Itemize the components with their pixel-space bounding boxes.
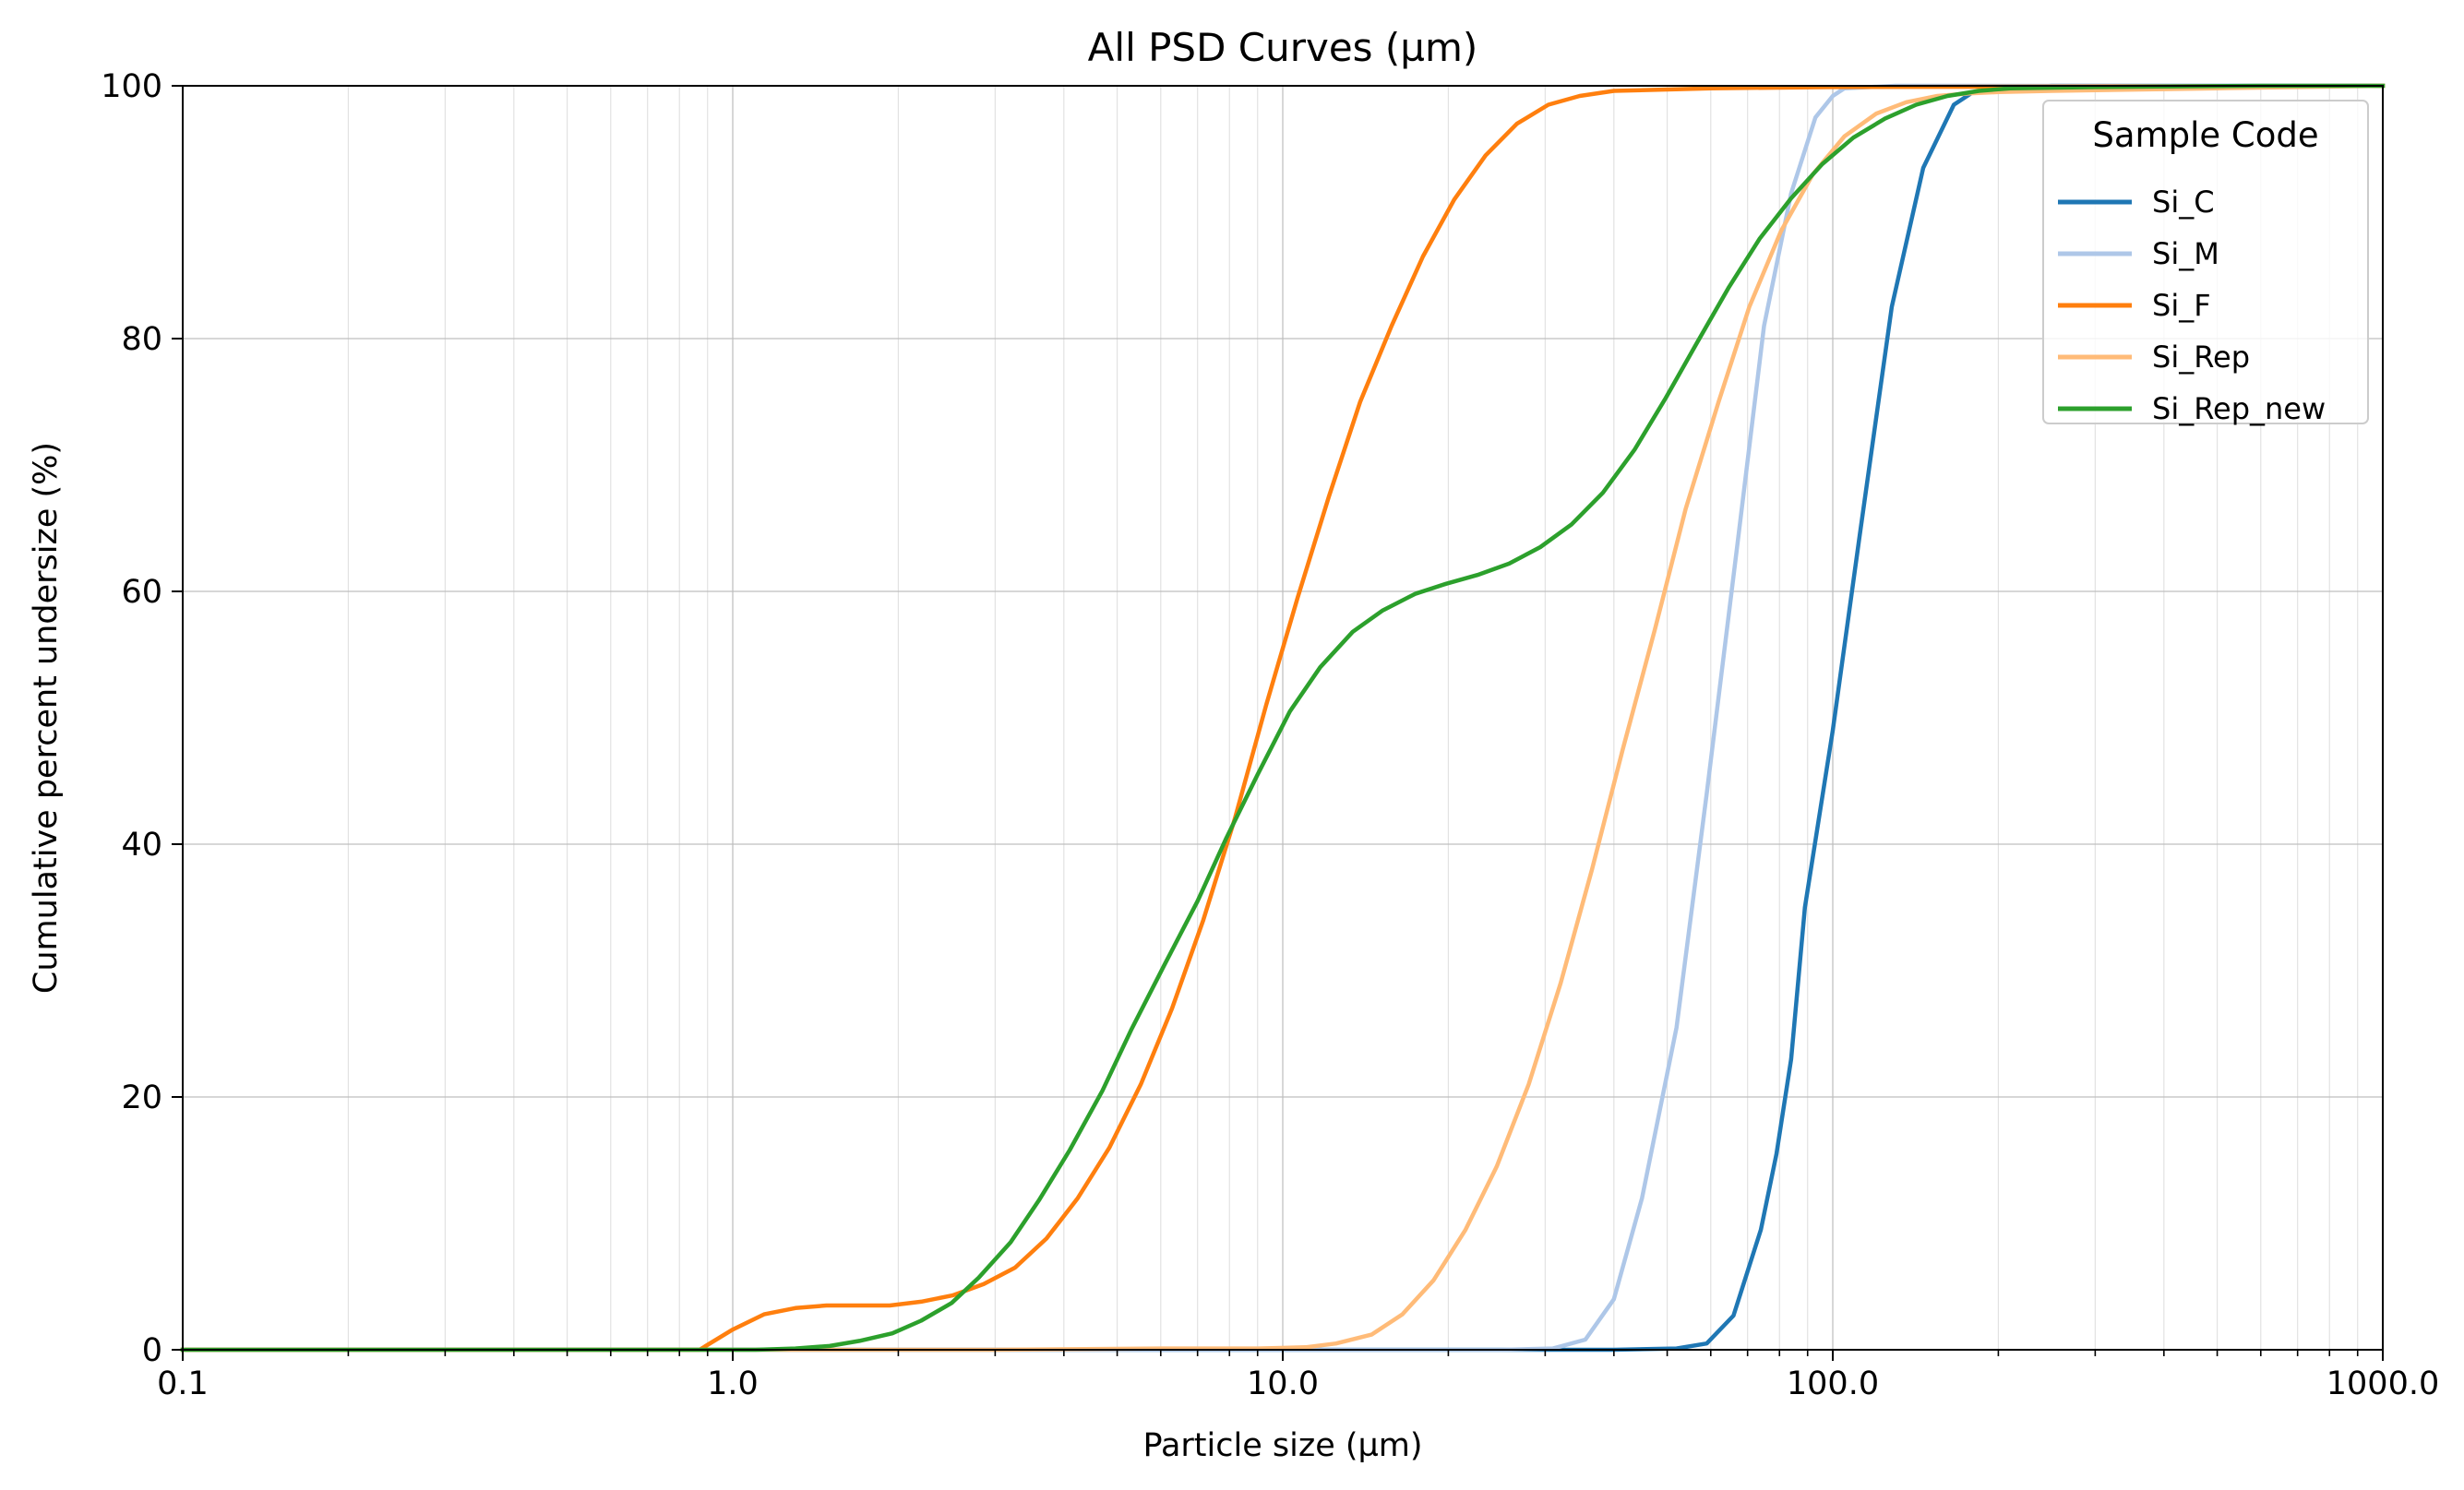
legend-label-Si_F: Si_F bbox=[2152, 288, 2211, 323]
series-line-Si_F bbox=[180, 83, 2386, 1353]
legend-label-Si_Rep: Si_Rep bbox=[2152, 340, 2250, 375]
x-tick-label: 100.0 bbox=[1787, 1365, 1879, 1402]
y-axis-label: Cumulative percent undersize (%) bbox=[28, 442, 65, 994]
y-tick-label: 60 bbox=[121, 574, 162, 611]
x-axis-label: Particle size (µm) bbox=[1142, 1427, 1422, 1464]
x-tick-label: 10.0 bbox=[1247, 1365, 1319, 1402]
y-tick-label: 20 bbox=[121, 1079, 162, 1116]
series-line-Si_C bbox=[180, 83, 2386, 1353]
legend: Sample Code Si_C Si_M Si_F Si_Rep Si_Rep_new bbox=[2042, 100, 2369, 426]
y-tick-label: 100 bbox=[101, 68, 162, 105]
y-tick-label: 80 bbox=[121, 321, 162, 358]
chart-title: All PSD Curves (µm) bbox=[1088, 25, 1478, 70]
legend-label-Si_Rep_new: Si_Rep_new bbox=[2152, 391, 2326, 426]
legend-label-Si_C: Si_C bbox=[2152, 185, 2215, 220]
legend-entries: Si_C Si_M Si_F Si_Rep Si_Rep_new bbox=[2058, 185, 2326, 426]
legend-label-Si_M: Si_M bbox=[2152, 236, 2219, 271]
x-tick-label: 1.0 bbox=[707, 1365, 759, 1402]
axis-ticks: 0.1 1.0 10.0 100.0 1000.0 0 20 40 60 80 100 bbox=[101, 68, 2439, 1402]
y-tick-label: 40 bbox=[121, 827, 162, 864]
x-tick-label: 1000.0 bbox=[2326, 1365, 2439, 1402]
y-tick-label: 0 bbox=[142, 1332, 162, 1369]
legend-box bbox=[2042, 100, 2369, 424]
legend-title: Sample Code bbox=[2092, 115, 2318, 155]
series-lines bbox=[180, 83, 2386, 1353]
series-line-Si_Rep_new bbox=[180, 83, 2386, 1353]
x-tick-label: 0.1 bbox=[157, 1365, 209, 1402]
